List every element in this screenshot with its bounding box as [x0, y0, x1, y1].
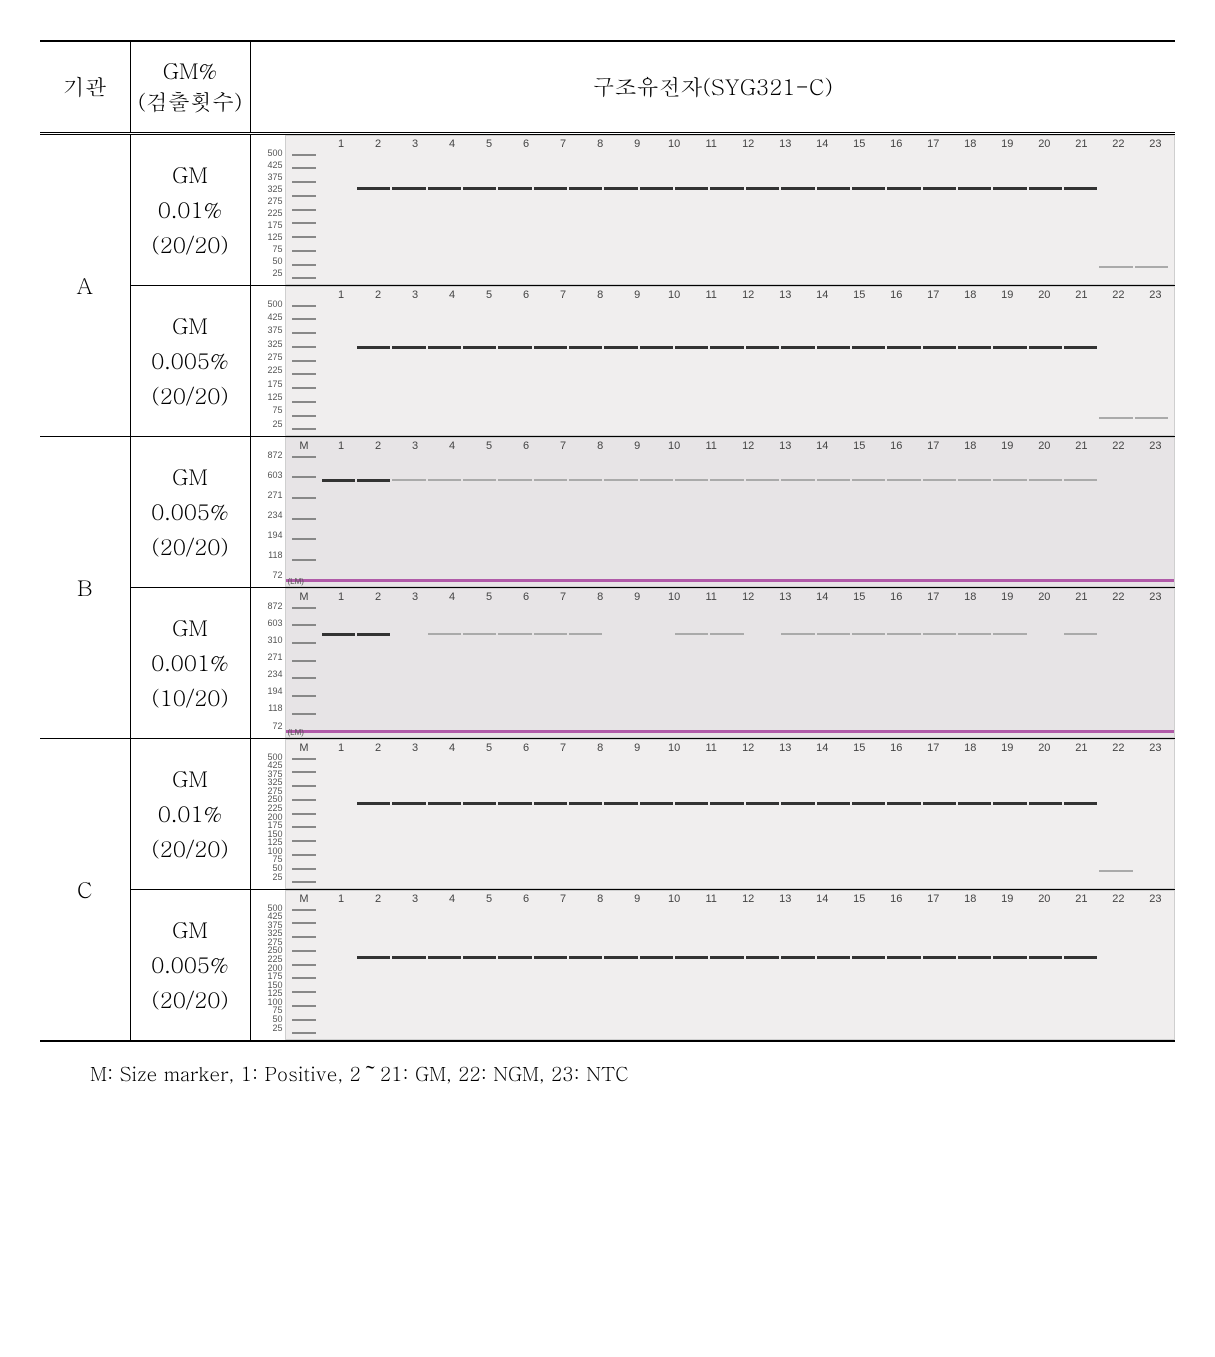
gm-line3: (20/20): [151, 833, 228, 864]
header-gene: 구조유전자(SYG321-C): [250, 41, 1175, 133]
gm-cell: GM 0.005% (20/20): [130, 285, 250, 436]
ladder: [292, 154, 316, 280]
institution-cell: C: [40, 738, 130, 1041]
gel-image: 5004253753252752251751257550251234567891…: [251, 135, 1176, 285]
band-row: [322, 802, 1169, 805]
lane-labels: M1234567891011121314151617181920212223: [286, 893, 1175, 905]
gel-body: M1234567891011121314151617181920212223 (L…: [285, 437, 1176, 587]
gel-body: 1234567891011121314151617181920212223: [285, 135, 1176, 285]
gm-line1: GM: [172, 159, 208, 190]
gm-line3: (20/20): [151, 380, 228, 411]
bottom-pink-line: [286, 579, 1175, 582]
gel-body: M1234567891011121314151617181920212223: [285, 739, 1176, 889]
bottom-faint-row: [322, 266, 1169, 269]
gm-line3: (10/20): [151, 682, 228, 713]
ladder: [292, 305, 316, 431]
gm-line1: GM: [172, 763, 208, 794]
lm-label: (LM): [288, 728, 304, 737]
header-gm: GM% (검출횟수): [130, 41, 250, 133]
gel-yaxis: 5004253753252752502252001751501251007550…: [251, 890, 285, 1040]
band-row: [322, 346, 1169, 349]
gm-line3: (20/20): [151, 229, 228, 260]
gm-line3: (20/20): [151, 531, 228, 562]
gm-line2: 0.005%: [151, 949, 229, 980]
gel-body: M1234567891011121314151617181920212223 (L…: [285, 588, 1176, 738]
header-gm-line2: (검출횟수): [138, 86, 243, 117]
table-row: AGM0.01%(20/20)5004253753252752251751257…: [40, 133, 1175, 285]
gm-cell: GM 0.01% (20/20): [130, 133, 250, 285]
institution-cell: A: [40, 133, 130, 436]
gel-cell: 5004253753252752502252001751501251007550…: [250, 738, 1175, 889]
gel-yaxis: 5004253753252752502252001751501251007550…: [251, 739, 285, 889]
results-table: 기관 GM% (검출횟수) 구조유전자(SYG321-C) A GM 0.01% (2…: [40, 40, 1175, 1042]
table-row: GM 0.001% (10/20) 87260331027123419411872M1…: [40, 587, 1175, 738]
gel-cell: 87260331027123419411872M1234567891011121…: [250, 587, 1175, 738]
gel-cell: 5004253753252752251751257525123456789101…: [250, 285, 1175, 436]
table-row: BGM0.005%(20/20)87260327123419411872M123…: [40, 436, 1175, 587]
band-row: [322, 956, 1169, 959]
gel-image: 87260331027123419411872M1234567891011121…: [251, 588, 1176, 738]
gm-line2: 0.005%: [151, 496, 229, 527]
footnote: M: Size marker, 1: Positive, 2～21: GM, 2…: [40, 1042, 1175, 1087]
gel-yaxis: 87260327123419411872: [251, 437, 285, 587]
header-gm-line1: GM%: [163, 55, 218, 86]
gm-cell: GM 0.005% (20/20): [130, 436, 250, 587]
gm-line3: (20/20): [151, 984, 228, 1015]
table-row: CGM0.01%(20/20)5004253753252752502252001…: [40, 738, 1175, 889]
gel-image: 87260327123419411872M1234567891011121314…: [251, 437, 1176, 587]
header-institution: 기관: [40, 41, 130, 133]
ladder: [292, 909, 316, 1035]
lm-label: (LM): [288, 577, 304, 586]
gm-line2: 0.005%: [151, 345, 229, 376]
gel-yaxis: 500425375325275225175125755025: [251, 135, 285, 285]
ladder: [292, 758, 316, 884]
lane-labels: M1234567891011121314151617181920212223: [286, 742, 1175, 754]
institution-cell: B: [40, 436, 130, 738]
lane-labels: 1234567891011121314151617181920212223: [286, 289, 1175, 301]
lane-labels: 1234567891011121314151617181920212223: [286, 138, 1175, 150]
bottom-faint-row: [322, 417, 1169, 420]
band-row: [322, 633, 1169, 636]
gm-line2: 0.001%: [151, 647, 229, 678]
band-row: [322, 187, 1169, 190]
lane-labels: M1234567891011121314151617181920212223: [286, 440, 1175, 452]
gm-cell: GM 0.01% (20/20): [130, 738, 250, 889]
ladder: [292, 456, 316, 582]
gm-line1: GM: [172, 461, 208, 492]
gm-line2: 0.01%: [158, 798, 223, 829]
gel-image: 5004253753252752502252001751501251007550…: [251, 739, 1176, 889]
table-body: A GM 0.01% (20/20) 5004253753252752251751257…: [40, 133, 1175, 1041]
lane-labels: M1234567891011121314151617181920212223: [286, 591, 1175, 603]
gm-line1: GM: [172, 612, 208, 643]
table-row: GM 0.005% (20/20) 5004253753252752251751257…: [40, 285, 1175, 436]
band-row: [322, 479, 1169, 482]
gm-line1: GM: [172, 914, 208, 945]
gel-image: 5004253753252752502252001751501251007550…: [251, 890, 1176, 1040]
gel-yaxis: 87260331027123419411872: [251, 588, 285, 738]
gel-cell: 5004253753252752251751257550251234567891…: [250, 133, 1175, 285]
bottom-pink-line: [286, 730, 1175, 733]
gel-yaxis: 5004253753252752251751257525: [251, 286, 285, 436]
gel-image: 5004253753252752251751257525123456789101…: [251, 286, 1176, 436]
gel-cell: 87260327123419411872M1234567891011121314…: [250, 436, 1175, 587]
gel-cell: 5004253753252752502252001751501251007550…: [250, 889, 1175, 1041]
gm-cell: GM 0.005% (20/20): [130, 889, 250, 1041]
bottom-faint-row: [322, 870, 1169, 873]
gel-body: 1234567891011121314151617181920212223: [285, 286, 1176, 436]
table-row: GM 0.005% (20/20) 5004253753252752502252001…: [40, 889, 1175, 1041]
gel-body: M1234567891011121314151617181920212223: [285, 890, 1176, 1040]
gm-line2: 0.01%: [158, 194, 223, 225]
gm-cell: GM 0.001% (10/20): [130, 587, 250, 738]
gm-line1: GM: [172, 310, 208, 341]
ladder: [292, 607, 316, 733]
